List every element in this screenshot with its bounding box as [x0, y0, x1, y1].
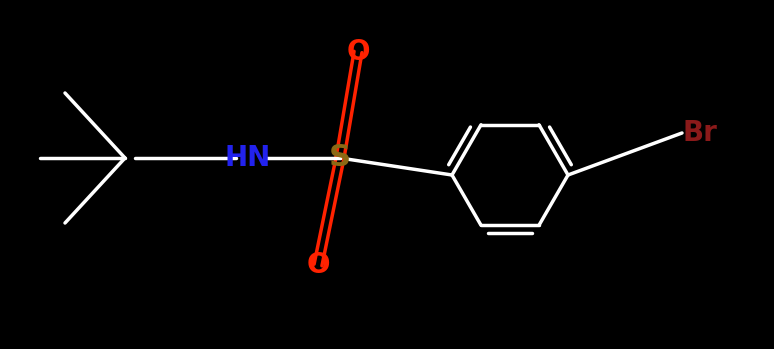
Text: O: O [307, 251, 330, 279]
Text: S: S [329, 143, 351, 172]
Text: O: O [346, 38, 370, 66]
Text: Br: Br [683, 119, 717, 147]
Text: HN: HN [225, 144, 271, 172]
